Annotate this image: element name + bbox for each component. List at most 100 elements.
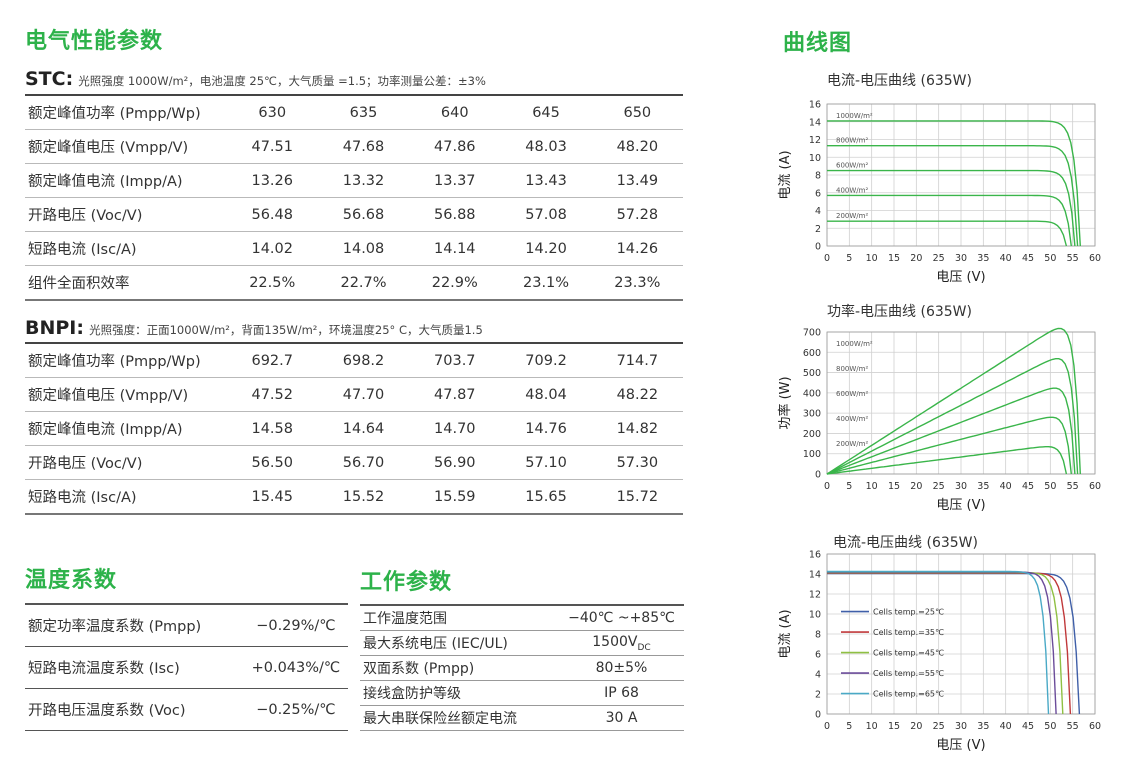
row-label: 最大系统电压 (IEC/UL) <box>360 630 559 656</box>
x-tick-label: 55 <box>1067 721 1079 732</box>
y-axis-label: 电流 (A) <box>778 609 793 658</box>
y-axis-label: 功率 (W) <box>777 376 793 429</box>
curves-title: 曲线图 <box>783 31 853 56</box>
series-line <box>826 327 1081 475</box>
y-tick-label: 4 <box>815 206 821 217</box>
cell-value: 640 <box>409 95 501 130</box>
x-tick-label: 55 <box>1067 481 1079 492</box>
series-line <box>827 570 1050 715</box>
series-line <box>826 387 1076 475</box>
row-label: 额定峰值电压 (Vmpp/V) <box>25 377 227 412</box>
cell-value: 14.14 <box>409 231 501 266</box>
cell-value: 650 <box>591 95 683 130</box>
row-label: 短路电流 (Isc/A) <box>25 231 227 266</box>
table-row: 额定峰值电流 (Impp/A) 13.26 13.32 13.37 13.43 13.49 <box>25 163 683 198</box>
row-label: 双面系数 (Pmpp) <box>360 655 559 681</box>
cell-value: 47.87 <box>409 377 501 412</box>
series-label: 200W/m² <box>836 212 868 220</box>
bnpi-table: 额定峰值功率 (Pmpp/Wp) 692.7 698.2 703.7 709.2 714.… <box>25 342 683 515</box>
value-text: +0.043%/℃ <box>251 659 341 676</box>
x-tick-label: 60 <box>1089 253 1101 264</box>
cell-value: 13.37 <box>409 163 501 198</box>
series-line <box>826 358 1079 475</box>
y-tick-label: 500 <box>803 368 821 379</box>
table-row: 额定峰值功率 (Pmpp/Wp) 692.7 698.2 703.7 709.2 714.… <box>25 343 683 378</box>
chart2-title: 功率-电压曲线 (635W) <box>827 304 972 320</box>
x-axis-label: 电压 (V) <box>936 270 985 285</box>
y-tick-label: 16 <box>809 100 821 111</box>
row-value: +0.043%/℃ <box>243 646 348 689</box>
y-tick-label: 16 <box>809 550 821 561</box>
x-tick-label: 20 <box>910 253 922 264</box>
table-row: 额定峰值电压 (Vmpp/V) 47.51 47.68 47.86 48.03 48.20 <box>25 129 683 164</box>
x-tick-label: 10 <box>866 481 878 492</box>
cell-value: 56.90 <box>409 445 501 480</box>
row-label: 短路电流 (Isc/A) <box>25 479 227 515</box>
cell-value: 56.88 <box>409 197 501 232</box>
x-tick-label: 35 <box>977 721 989 732</box>
x-tick-label: 45 <box>1022 481 1034 492</box>
row-label: 额定峰值电压 (Vmpp/V) <box>25 129 227 164</box>
stc-header: STC: 光照强度 1000W/m²，电池温度 25℃，大气质量 =1.5；功率… <box>25 68 486 90</box>
cell-value: 14.20 <box>500 231 592 266</box>
cell-value: 645 <box>500 95 592 130</box>
y-tick-label: 2 <box>815 690 821 701</box>
x-tick-label: 15 <box>888 481 900 492</box>
y-tick-label: 12 <box>809 135 821 146</box>
row-value: −0.29%/℃ <box>243 604 348 647</box>
y-tick-label: 6 <box>815 188 821 199</box>
table-row: 最大系统电压 (IEC/UL) 1500VDC <box>360 630 684 656</box>
x-tick-label: 50 <box>1044 721 1056 732</box>
cell-value: 23.1% <box>500 265 592 301</box>
cell-value: 14.82 <box>591 411 683 446</box>
table-row: 开路电压 (Voc/V) 56.48 56.68 56.88 57.08 57.28 <box>25 197 683 232</box>
cell-value: 13.49 <box>591 163 683 198</box>
x-tick-label: 30 <box>955 481 967 492</box>
cell-value: 692.7 <box>226 343 318 378</box>
row-value: −40℃ ~+85℃ <box>558 605 684 631</box>
series-line <box>826 446 1068 475</box>
x-axis-label: 电压 (V) <box>936 498 985 513</box>
cell-value: 48.20 <box>591 129 683 164</box>
series-label: 1000W/m² <box>836 112 873 120</box>
x-tick-label: 20 <box>910 721 922 732</box>
x-tick-label: 15 <box>888 721 900 732</box>
cell-value: 47.70 <box>317 377 410 412</box>
table-row: 工作温度范围 −40℃ ~+85℃ <box>360 605 684 631</box>
table-row: 最大串联保险丝额定电流 30 A <box>360 705 684 731</box>
row-value: 80±5% <box>558 655 684 681</box>
series-line <box>827 220 1068 247</box>
x-tick-label: 5 <box>846 481 852 492</box>
x-tick-label: 50 <box>1044 481 1056 492</box>
x-tick-label: 35 <box>977 481 989 492</box>
table-row: 额定峰值电压 (Vmpp/V) 47.52 47.70 47.87 48.04 48.22 <box>25 377 683 412</box>
x-tick-label: 10 <box>866 721 878 732</box>
series-line <box>827 169 1076 247</box>
x-axis-label: 电压 (V) <box>936 738 985 753</box>
value-text: −0.25%/℃ <box>256 701 336 718</box>
stc-head: STC: <box>25 68 74 90</box>
cell-value: 48.04 <box>500 377 592 412</box>
cell-value: 15.72 <box>591 479 683 515</box>
cell-value: 15.65 <box>500 479 592 515</box>
cell-value: 48.22 <box>591 377 683 412</box>
cell-value: 22.9% <box>409 265 501 301</box>
y-tick-label: 0 <box>815 242 821 253</box>
series-label: 400W/m² <box>836 186 868 194</box>
row-value: 30 A <box>558 705 684 731</box>
y-tick-label: 8 <box>815 171 821 182</box>
x-tick-label: 25 <box>933 721 945 732</box>
cell-value: 57.28 <box>591 197 683 232</box>
x-tick-label: 40 <box>1000 481 1012 492</box>
cell-value: 47.68 <box>317 129 410 164</box>
cell-value: 703.7 <box>409 343 501 378</box>
x-tick-label: 30 <box>955 721 967 732</box>
iv-chart-irradiance: 0 2 4 6 8 10 12 14 16 0 5 10 15 20 25 30 35 40 45 50 55 60 电压 … <box>778 100 1101 286</box>
table-row: 额定峰值功率 (Pmpp/Wp) 630 635 640 645 650 <box>25 95 683 130</box>
x-tick-label: 5 <box>846 721 852 732</box>
table-row: 短路电流温度系数 (Isc) +0.043%/℃ <box>25 646 348 689</box>
cell-value: 13.43 <box>500 163 592 198</box>
y-tick-label: 4 <box>815 670 821 681</box>
y-tick-label: 200 <box>803 429 821 440</box>
series-line <box>827 145 1079 247</box>
